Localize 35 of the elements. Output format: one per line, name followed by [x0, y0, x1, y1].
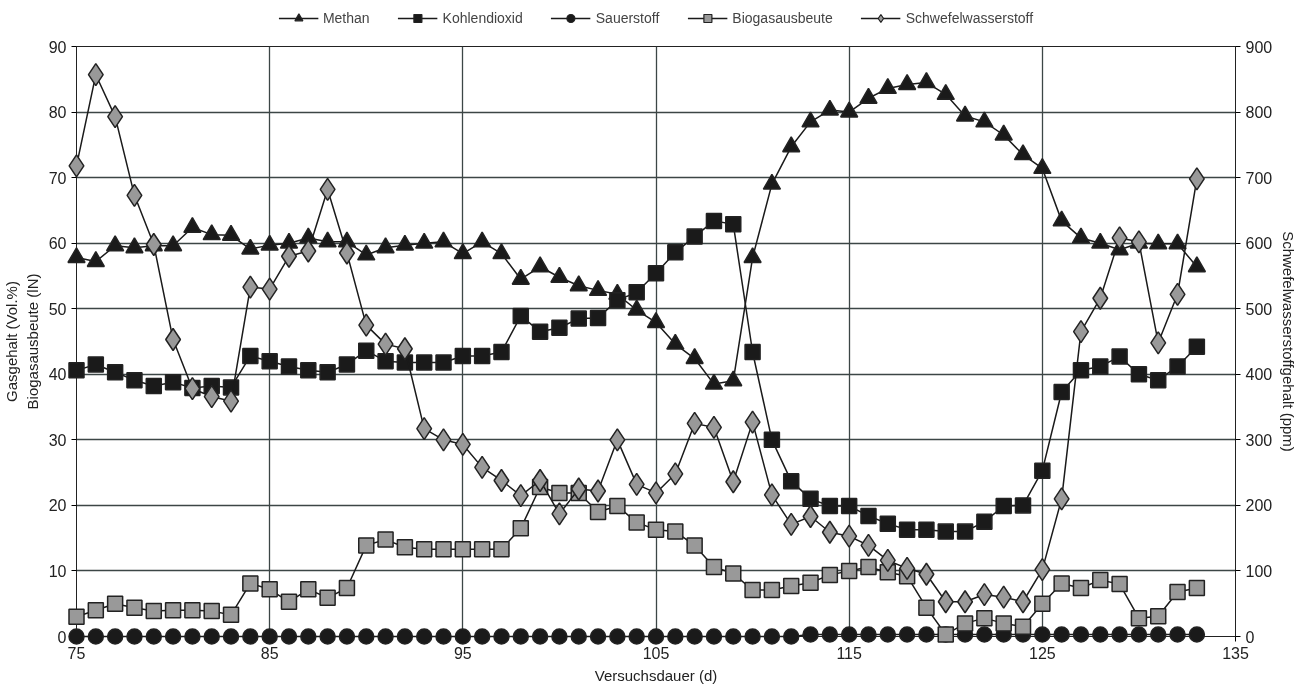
y-tick-label: 70	[48, 169, 67, 187]
y-tick-label: 60	[48, 235, 67, 253]
legend-label: Kohlendioxid	[442, 10, 523, 26]
y2-tick-label: 300	[1245, 431, 1273, 449]
y2-tick-label: 0	[1245, 628, 1255, 646]
x-tick-label: 85	[260, 644, 279, 662]
y2-tick-label: 100	[1245, 562, 1273, 580]
x-tick-label: 75	[67, 644, 86, 662]
x-tick-label: 115	[836, 644, 863, 662]
y2-tick-label: 800	[1245, 104, 1273, 122]
legend-label: Methan	[322, 10, 370, 26]
x-tick-label: 125	[1028, 644, 1056, 662]
y2-axis-title: Schwefelwasserstoffgehalt (ppm)	[1280, 231, 1298, 452]
x-tick-label: 95	[453, 644, 472, 662]
legend-label: Sauerstoff	[595, 10, 660, 26]
y-tick-label: 90	[48, 38, 67, 56]
y2-tick-label: 200	[1245, 497, 1273, 515]
y-tick-label: 50	[48, 300, 67, 318]
y-tick-label: 20	[48, 497, 67, 515]
x-axis-title: Versuchsdauer (d)	[594, 666, 718, 684]
y-axis-title: Gasgehalt (Vol.%) Biogasausbeute (lN)	[3, 273, 41, 410]
y-tick-label: 30	[48, 431, 67, 449]
y-tick-label: 0	[57, 628, 67, 646]
legend-label: Biogasausbeute	[732, 10, 833, 26]
x-tick-label: 135	[1222, 644, 1249, 662]
legend-label: Schwefelwasserstoff	[905, 10, 1034, 26]
y2-tick-label: 500	[1245, 300, 1273, 318]
y2-tick-label: 400	[1245, 366, 1273, 384]
x-tick-label: 105	[642, 644, 670, 662]
y-tick-label: 80	[48, 104, 67, 122]
y2-tick-label: 900	[1245, 38, 1273, 56]
y2-tick-label: 600	[1245, 235, 1273, 253]
y-tick-label: 10	[48, 562, 67, 580]
y-tick-label: 40	[48, 366, 67, 384]
y2-tick-label: 700	[1245, 169, 1273, 187]
